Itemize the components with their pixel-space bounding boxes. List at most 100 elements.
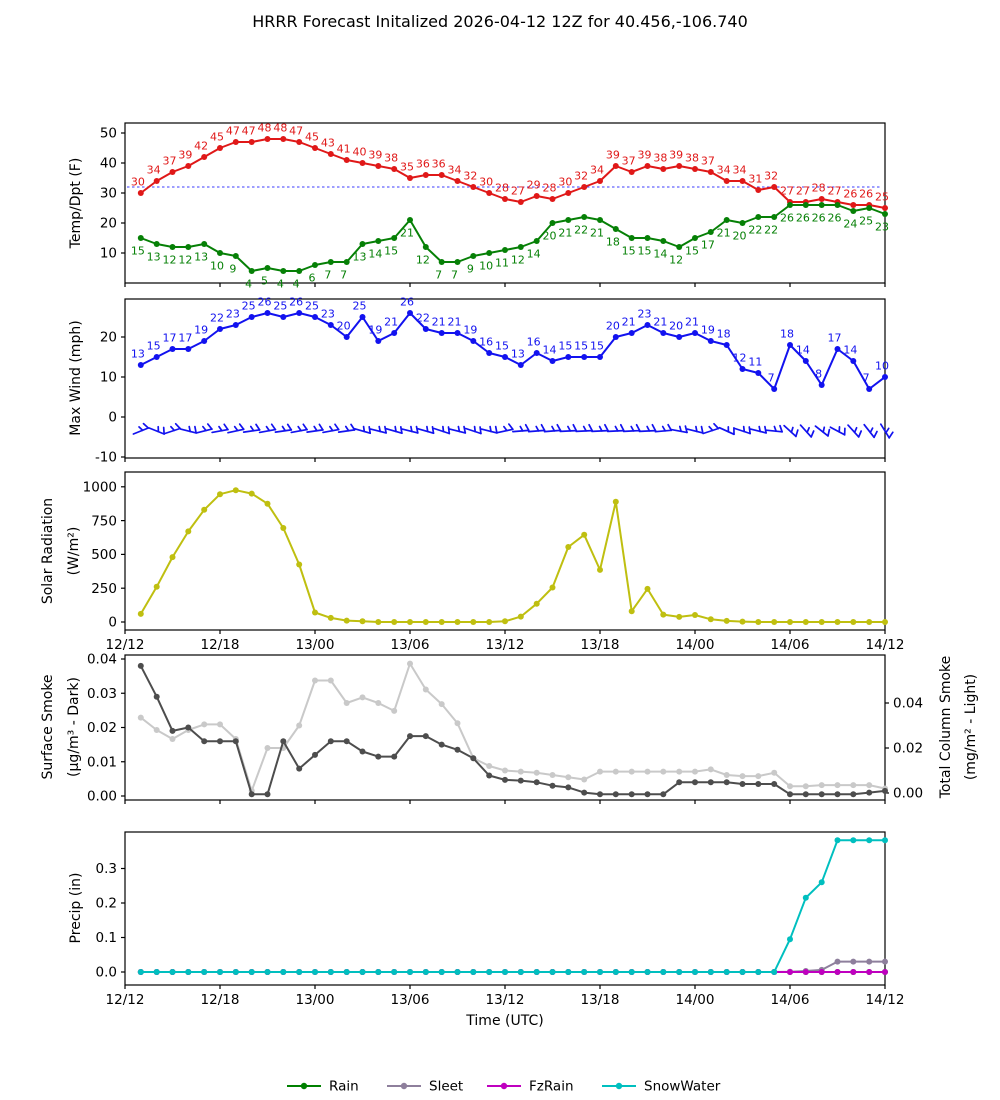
data-point <box>248 791 255 798</box>
data-point <box>628 608 635 615</box>
point-label: 45 <box>210 131 224 144</box>
data-point <box>153 241 160 247</box>
x-tick-label: 13/12 <box>486 992 525 1008</box>
precip-chart: 0.0 0.1 0.2 0.3 12/12 12/18 13/00 13/06 13/12 13/… <box>68 831 904 1029</box>
x-tick-label: 13/00 <box>296 992 335 1008</box>
point-label: 37 <box>163 155 177 168</box>
data-point <box>312 262 318 268</box>
data-point <box>264 745 271 751</box>
data-point <box>787 969 793 975</box>
point-label: 8 <box>815 368 822 381</box>
legend-item-sleet: Sleet <box>387 1079 463 1095</box>
data-point <box>866 386 873 392</box>
point-label: 21 <box>558 227 572 240</box>
data-point <box>866 782 873 789</box>
point-label: 28 <box>812 182 826 195</box>
wind-barb <box>622 423 641 433</box>
point-label: 5 <box>261 275 268 288</box>
precip-frame <box>124 831 886 986</box>
point-label: 16 <box>479 336 493 349</box>
data-point <box>581 184 588 190</box>
legend-label: Rain <box>329 1079 359 1095</box>
x-tick-label: 14/00 <box>676 637 715 653</box>
wind-barb <box>274 423 293 433</box>
point-label: 21 <box>685 316 699 329</box>
data-point <box>692 612 698 618</box>
point-label: 13 <box>194 251 208 264</box>
data-point <box>312 609 318 616</box>
point-label: 13 <box>147 251 161 264</box>
data-point <box>739 618 746 625</box>
wind-barb <box>227 423 245 434</box>
data-point <box>232 487 239 494</box>
data-point <box>407 733 413 740</box>
solar-y-axis-label: (W/m²) <box>66 527 82 576</box>
data-point <box>581 789 588 796</box>
data-point <box>375 163 382 169</box>
data-point <box>802 619 809 625</box>
data-point <box>185 528 192 535</box>
point-label: 25 <box>305 300 319 313</box>
point-label: 25 <box>875 191 889 204</box>
data-point <box>707 229 714 235</box>
data-point <box>628 791 635 798</box>
y-tick-label: -10 <box>95 450 117 466</box>
point-label: 39 <box>638 149 652 162</box>
data-point <box>343 334 350 340</box>
point-label: 25 <box>273 300 287 313</box>
data-point <box>549 584 556 591</box>
wind-barb <box>863 423 878 439</box>
data-point <box>280 525 287 531</box>
data-point <box>343 617 350 624</box>
data-point <box>818 619 825 625</box>
data-point <box>882 969 888 975</box>
legend-marker <box>400 1082 408 1090</box>
point-label: 15 <box>622 245 636 258</box>
data-point <box>692 969 698 975</box>
data-point <box>866 958 873 965</box>
wind-barb <box>734 425 751 435</box>
point-label: 17 <box>701 239 715 252</box>
point-label: 28 <box>495 182 509 195</box>
data-point <box>422 326 429 332</box>
x-tick-label: 12/12 <box>106 637 145 653</box>
y-tick-label: 250 <box>91 581 117 597</box>
data-point <box>391 707 398 714</box>
data-point <box>454 969 461 975</box>
point-label: 6 <box>309 272 316 285</box>
data-point <box>866 837 873 844</box>
point-label: 10 <box>875 360 889 373</box>
point-label: 30 <box>558 176 572 189</box>
data-point <box>486 763 493 769</box>
data-point <box>327 738 334 745</box>
wind-barb <box>306 423 324 433</box>
data-point <box>834 202 841 208</box>
data-point <box>296 765 303 772</box>
point-label: 22 <box>764 224 778 237</box>
data-point <box>533 779 540 786</box>
data-point <box>565 354 572 360</box>
data-point <box>723 969 730 975</box>
data-point <box>739 220 746 226</box>
data-point <box>153 693 160 700</box>
data-point <box>312 145 318 151</box>
data-point <box>438 330 445 336</box>
data-point <box>802 358 809 364</box>
data-point <box>454 330 461 336</box>
point-label: 21 <box>622 316 636 329</box>
right-y-axis-label: Total Column Smoke <box>938 656 954 800</box>
point-label: 15 <box>147 340 161 353</box>
data-point <box>280 969 287 975</box>
data-point <box>264 969 271 975</box>
point-label: 27 <box>796 185 810 198</box>
data-point <box>264 791 271 798</box>
data-point <box>502 196 508 202</box>
data-point <box>755 370 762 376</box>
wind-barb <box>353 425 372 435</box>
point-label: 38 <box>685 152 699 165</box>
data-point <box>248 490 255 497</box>
y-tick-label: 20 <box>100 216 117 232</box>
y-tick-label: 0.1 <box>96 930 117 946</box>
x-tick-label: 12/18 <box>201 992 240 1008</box>
